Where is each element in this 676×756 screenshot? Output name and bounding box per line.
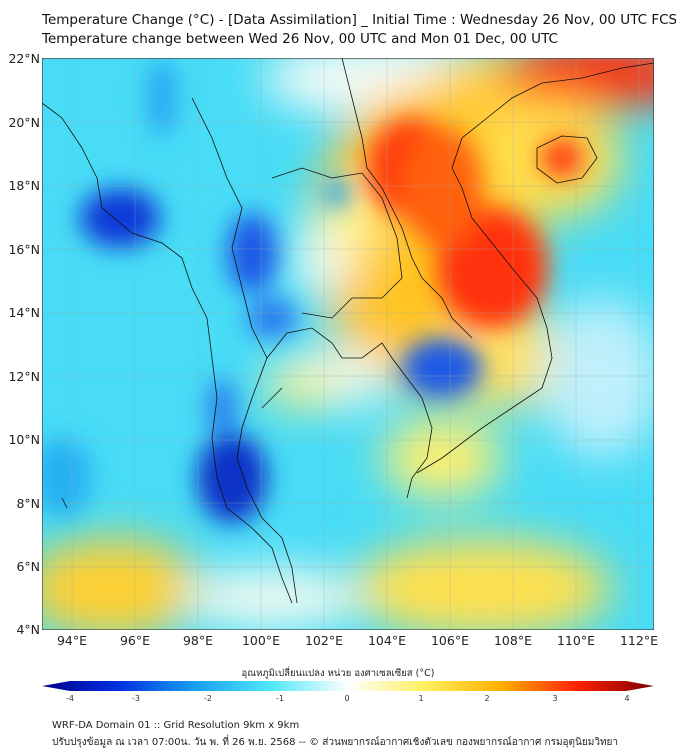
map-title: Temperature Change (°C) - [Data Assimila… [42, 12, 676, 28]
lat-label: 14°N [8, 305, 40, 320]
lat-label: 20°N [8, 115, 40, 130]
lat-label: 16°N [8, 242, 40, 257]
lon-label: 106°E [430, 633, 469, 648]
lat-label: 4°N [16, 622, 40, 637]
colorbar-tick: -2 [204, 694, 212, 703]
lat-label: 6°N [16, 559, 40, 574]
colorbar-tick: 4 [624, 694, 630, 703]
lat-label: 12°N [8, 369, 40, 384]
lon-label: 112°E [619, 633, 658, 648]
map-subtitle: Temperature change between Wed 26 Nov, 0… [42, 31, 558, 47]
colorbar [42, 681, 654, 691]
colorbar-tick: 1 [418, 694, 424, 703]
colorbar-tick: -4 [66, 694, 74, 703]
colorbar-tick: 0 [344, 694, 350, 703]
lat-label: 10°N [8, 432, 40, 447]
footer-model-info: WRF-DA Domain 01 :: Grid Resolution 9km … [52, 720, 300, 731]
lon-label: 108°E [493, 633, 532, 648]
lon-label: 94°E [56, 633, 88, 648]
graticule [42, 58, 654, 630]
lat-label: 22°N [8, 51, 40, 66]
lat-label: 18°N [8, 178, 40, 193]
lon-label: 104°E [367, 633, 406, 648]
colorbar-tick: -3 [132, 694, 140, 703]
lon-label: 100°E [241, 633, 280, 648]
colorbar-tick: 2 [484, 694, 490, 703]
lon-label: 96°E [119, 633, 151, 648]
lon-label: 102°E [304, 633, 343, 648]
lat-label: 8°N [16, 496, 40, 511]
colorbar-title: อุณหภูมิเปลี่ยนแปลง หน่วย องศาเซลเซียส (… [241, 668, 435, 679]
colorbar-tick: -1 [276, 694, 284, 703]
coastlines [42, 58, 654, 604]
temperature-change-map [42, 58, 654, 630]
lon-label: 98°E [182, 633, 214, 648]
colorbar-tick: 3 [552, 694, 558, 703]
footer-credit: ปรับปรุงข้อมูล ณ เวลา 07:00น. วัน พ. ที่… [52, 737, 619, 748]
lon-label: 110°E [556, 633, 595, 648]
